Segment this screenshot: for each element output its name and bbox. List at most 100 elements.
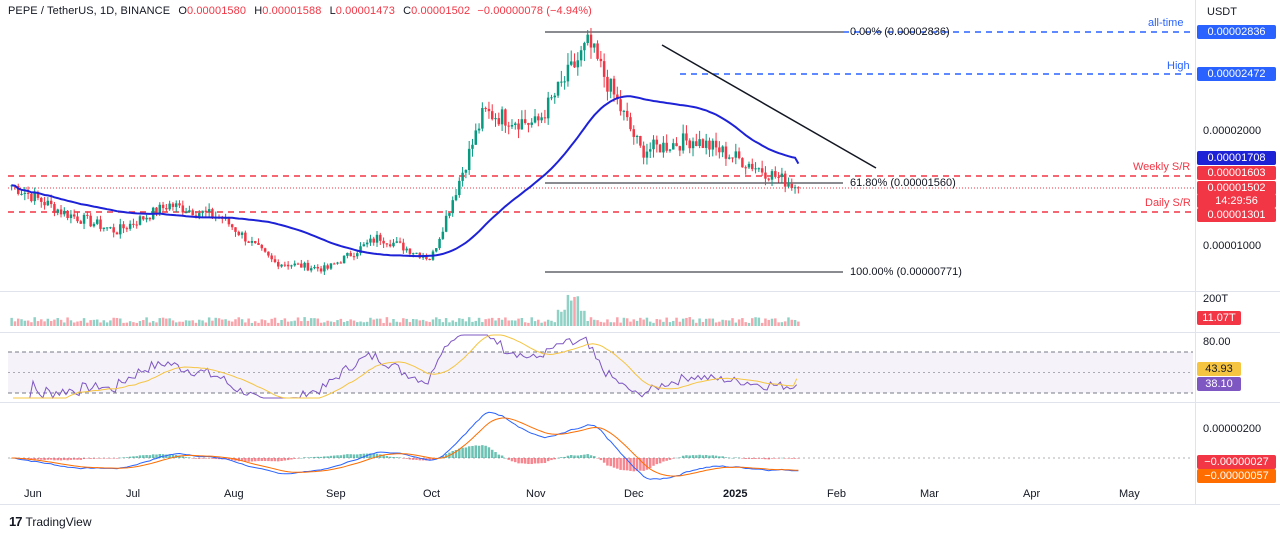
candle-body bbox=[227, 217, 231, 225]
candle-body bbox=[365, 242, 369, 245]
volume-bar bbox=[727, 320, 731, 326]
close-key: C bbox=[403, 5, 412, 17]
candle-body bbox=[332, 263, 336, 265]
macd-hist-bar bbox=[211, 458, 214, 459]
candle-body bbox=[655, 139, 659, 145]
high-key: H bbox=[254, 5, 263, 17]
volume-bars bbox=[10, 294, 800, 326]
macd-hist-bar bbox=[270, 458, 273, 462]
macd-hist-bar bbox=[342, 454, 346, 458]
macd-hist-bar bbox=[109, 458, 112, 459]
macd-hist-bar bbox=[639, 458, 642, 471]
volume-bar bbox=[658, 319, 662, 326]
volume-bar bbox=[428, 321, 431, 326]
candle-body bbox=[277, 261, 280, 267]
candle-body bbox=[257, 243, 260, 245]
volume-bar bbox=[546, 319, 550, 326]
macd-hist-bar bbox=[497, 454, 501, 458]
macd-hist-bar bbox=[125, 457, 129, 458]
candle-body bbox=[573, 61, 576, 68]
macd-hist-bar bbox=[474, 445, 478, 458]
volume-bar bbox=[435, 317, 438, 326]
candle-body bbox=[135, 224, 138, 226]
candle-body bbox=[69, 214, 73, 219]
macd-hist-bar bbox=[135, 456, 138, 458]
volume-bar bbox=[622, 317, 626, 326]
macd-hist-bar bbox=[599, 458, 603, 461]
symbol-title[interactable]: PEPE / TetherUS, 1D, BINANCE bbox=[8, 5, 171, 17]
candle-body bbox=[701, 139, 705, 148]
volume-bar bbox=[132, 322, 135, 326]
candle-body bbox=[586, 34, 589, 44]
volume-bar bbox=[352, 320, 356, 326]
volume-bar bbox=[53, 319, 56, 326]
volume-bar bbox=[273, 317, 277, 326]
candle-body bbox=[441, 231, 445, 239]
volume-bar bbox=[214, 317, 217, 326]
candle-body bbox=[421, 256, 425, 258]
macd-hist-bar bbox=[286, 458, 290, 461]
candle-body bbox=[556, 81, 560, 96]
candle-body bbox=[286, 264, 290, 267]
volume-bar bbox=[138, 321, 142, 326]
x-tick-nov: Nov bbox=[526, 488, 546, 500]
volume-bar bbox=[181, 321, 185, 326]
volume-bar bbox=[178, 321, 181, 326]
macd-hist-bar bbox=[36, 458, 40, 460]
candle-body bbox=[517, 123, 520, 130]
macd-hist-bar bbox=[573, 455, 576, 458]
volume-bar bbox=[89, 320, 92, 326]
macd-hist-bar bbox=[777, 458, 780, 459]
macd-hist-bar bbox=[691, 455, 695, 458]
volume-bar bbox=[681, 318, 685, 326]
macd-hist-bar bbox=[510, 458, 514, 462]
candle-body bbox=[691, 141, 695, 149]
macd-hist-bar bbox=[622, 458, 626, 471]
volume-bar bbox=[787, 317, 790, 326]
macd-hist-bar bbox=[290, 458, 293, 460]
candle-body bbox=[329, 263, 333, 269]
macd-hist-bar bbox=[744, 458, 747, 459]
candle-body bbox=[56, 209, 59, 213]
volume-bar bbox=[92, 319, 96, 326]
candle-body bbox=[507, 125, 510, 127]
volume-bar bbox=[221, 319, 224, 326]
candle-body bbox=[395, 241, 399, 243]
candle-body bbox=[461, 172, 464, 181]
candle-body bbox=[569, 61, 573, 65]
candle-body bbox=[168, 203, 171, 210]
candle-body bbox=[125, 228, 129, 230]
macd-hist-bar bbox=[560, 457, 563, 458]
macd-tick: 0.00000200 bbox=[1203, 423, 1261, 435]
macd-hist-bar bbox=[349, 454, 352, 458]
brand-footer[interactable]: 17 TradingView bbox=[9, 514, 92, 529]
volume-bar bbox=[629, 321, 632, 326]
quote-currency[interactable]: USDT bbox=[1207, 6, 1237, 18]
rsi-ma-line bbox=[13, 334, 798, 399]
macd-hist-bar bbox=[606, 458, 609, 466]
volume-bar bbox=[543, 321, 547, 326]
macd-hist-bar bbox=[319, 456, 323, 458]
candle-body bbox=[770, 171, 774, 180]
candle-body bbox=[20, 193, 23, 195]
macd-hist-bar bbox=[181, 456, 185, 458]
tag-macd: −0.00000027 bbox=[1197, 455, 1276, 469]
macd-hist-bar bbox=[283, 458, 287, 461]
macd-hist-bar bbox=[635, 458, 639, 471]
macd-hist-bar bbox=[494, 452, 497, 458]
volume-bar bbox=[362, 322, 366, 326]
macd-hist-bar bbox=[250, 458, 254, 462]
candle-body bbox=[510, 125, 514, 127]
macd-hist-bar bbox=[780, 457, 784, 459]
candle-body bbox=[543, 117, 547, 119]
macd-hist-bar bbox=[56, 458, 59, 461]
x-tick-jun: Jun bbox=[24, 488, 42, 500]
macd-hist-bar bbox=[227, 458, 231, 460]
volume-bar bbox=[790, 319, 794, 326]
macd-hist-bar bbox=[658, 458, 662, 464]
volume-bar bbox=[158, 318, 162, 326]
macd-hist-bar bbox=[30, 458, 33, 460]
candle-body bbox=[464, 170, 468, 173]
volume-bar bbox=[336, 320, 339, 326]
